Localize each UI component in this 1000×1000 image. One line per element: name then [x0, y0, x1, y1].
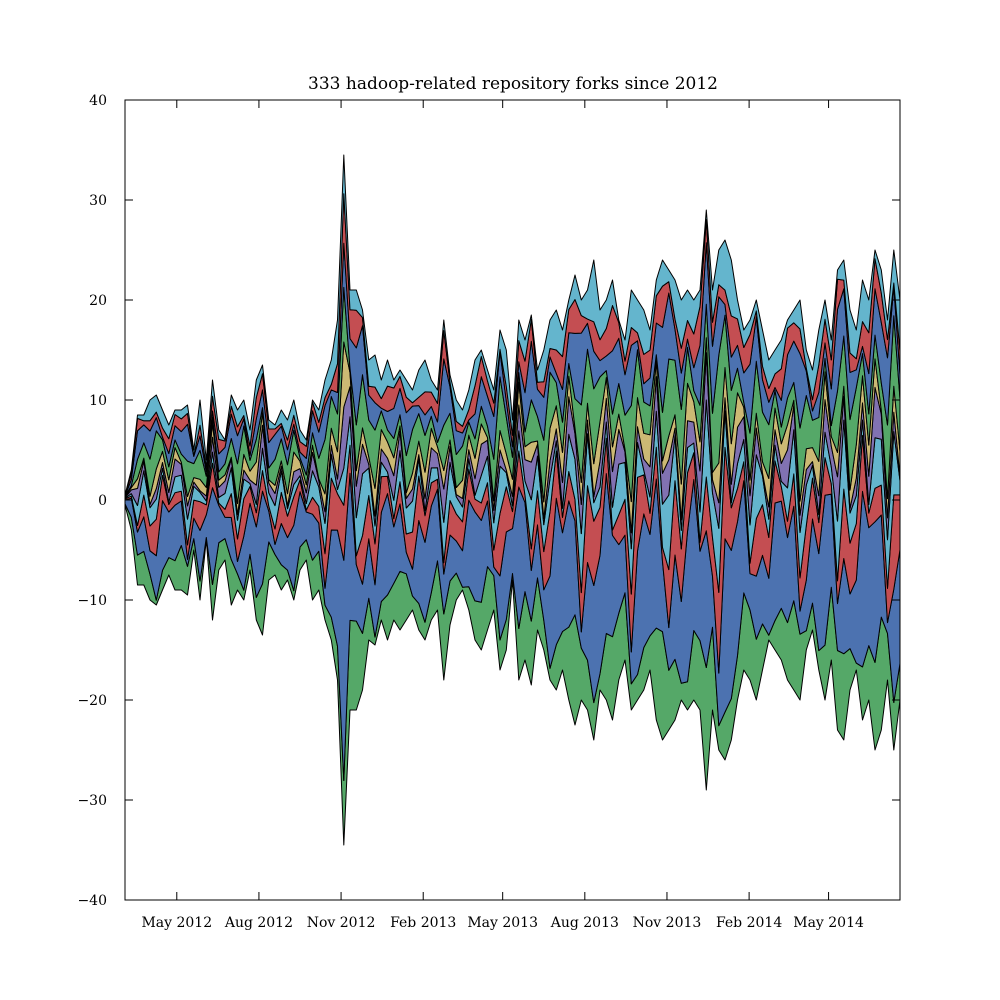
- y-tick-label: −30: [77, 793, 107, 809]
- stream-layers: [124, 154, 901, 846]
- y-tick-label: 10: [89, 393, 107, 409]
- y-tick-label: 20: [89, 293, 107, 309]
- y-tick-label: −40: [77, 893, 107, 909]
- y-tick-label: 30: [89, 193, 107, 209]
- axis-ticks: 40 30 20 10 0 −10 −20 −30 −40 May 2012 Aug 2012 Nov…: [77, 93, 900, 931]
- x-tick-label: Aug 2012: [224, 915, 293, 931]
- x-tick-label: Nov 2013: [633, 915, 702, 931]
- y-tick-label: 40: [89, 93, 107, 109]
- x-tick-label: May 2012: [141, 915, 212, 931]
- x-tick-label: May 2014: [793, 915, 864, 931]
- x-tick-label: Nov 2012: [307, 915, 376, 931]
- chart-title: 333 hadoop-related repository forks sinc…: [308, 74, 718, 94]
- y-tick-label: −10: [77, 593, 107, 609]
- y-tick-label: −20: [77, 693, 107, 709]
- y-tick-label: 0: [98, 493, 107, 509]
- x-tick-label: Feb 2013: [390, 915, 456, 931]
- x-tick-label: May 2013: [467, 915, 538, 931]
- x-tick-label: Feb 2014: [716, 915, 782, 931]
- x-tick-label: Aug 2013: [550, 915, 619, 931]
